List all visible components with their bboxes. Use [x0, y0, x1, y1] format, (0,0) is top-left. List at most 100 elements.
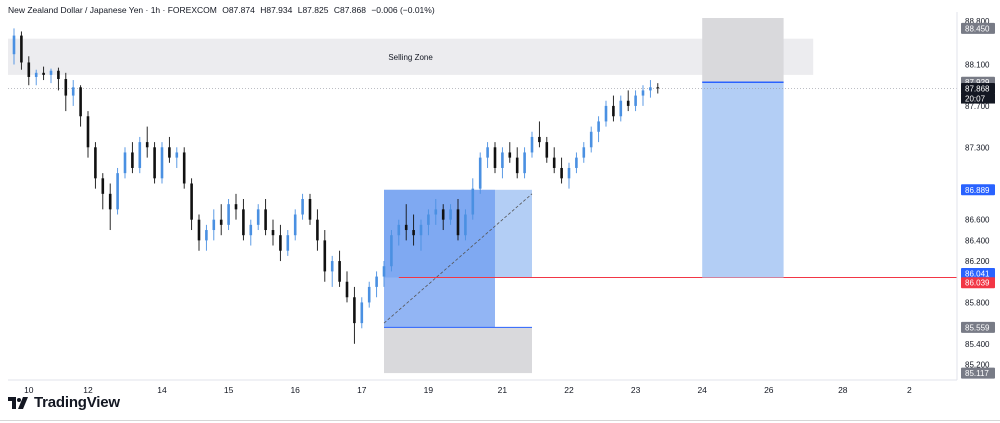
- candle-body[interactable]: [456, 209, 460, 236]
- selling-zone[interactable]: [8, 38, 814, 75]
- candle-body[interactable]: [478, 157, 482, 189]
- candle-body[interactable]: [353, 297, 356, 324]
- candle-body[interactable]: [205, 230, 208, 241]
- price-axis-label: 86.200: [965, 257, 990, 266]
- candle-body[interactable]: [641, 90, 645, 96]
- candle-body[interactable]: [382, 266, 386, 277]
- candle-body[interactable]: [27, 62, 31, 77]
- candle-body[interactable]: [501, 152, 504, 168]
- candle-body[interactable]: [404, 224, 408, 231]
- candle-body[interactable]: [412, 230, 415, 236]
- candle-body[interactable]: [419, 224, 423, 236]
- candle-body[interactable]: [597, 121, 600, 132]
- candle-body[interactable]: [145, 142, 149, 148]
- candle-body[interactable]: [360, 302, 364, 324]
- candle-body[interactable]: [249, 224, 253, 236]
- candle-body[interactable]: [464, 214, 467, 236]
- candle-body[interactable]: [552, 157, 556, 168]
- candle-body[interactable]: [20, 35, 23, 63]
- candle-body[interactable]: [256, 209, 260, 225]
- candle-body[interactable]: [523, 152, 526, 174]
- candle-body[interactable]: [449, 209, 452, 220]
- candle-body[interactable]: [168, 147, 171, 158]
- candle-body[interactable]: [612, 105, 615, 117]
- candle-body[interactable]: [71, 87, 75, 96]
- candle-body[interactable]: [160, 147, 164, 179]
- candle-body[interactable]: [212, 219, 216, 231]
- candle-body[interactable]: [138, 142, 142, 168]
- candle-body[interactable]: [626, 100, 630, 106]
- candle-body[interactable]: [530, 136, 534, 153]
- candle-body[interactable]: [12, 35, 16, 55]
- candle-body[interactable]: [649, 87, 652, 91]
- candle-body[interactable]: [471, 188, 475, 215]
- long-stop-zone[interactable]: [384, 327, 532, 374]
- candle-body[interactable]: [656, 87, 660, 89]
- candle-body[interactable]: [486, 147, 489, 158]
- candle-body[interactable]: [582, 147, 586, 158]
- candle-body[interactable]: [345, 281, 349, 298]
- candle-body[interactable]: [538, 136, 541, 143]
- candle-body[interactable]: [330, 261, 334, 272]
- candle-body[interactable]: [338, 261, 341, 282]
- short-stop-zone[interactable]: [702, 18, 784, 83]
- candle-body[interactable]: [182, 152, 186, 184]
- candle-body[interactable]: [589, 131, 593, 148]
- candle-body[interactable]: [286, 235, 290, 251]
- candle-body[interactable]: [34, 72, 38, 77]
- candle-body[interactable]: [86, 116, 90, 148]
- candle-body[interactable]: [634, 95, 637, 106]
- candle-body[interactable]: [116, 173, 119, 210]
- candle-body[interactable]: [434, 209, 438, 215]
- candle-body[interactable]: [619, 100, 623, 117]
- price-axis-label: 85.800: [965, 298, 990, 307]
- candle-body[interactable]: [227, 204, 230, 225]
- candle-body[interactable]: [264, 209, 267, 231]
- time-axis-label: 26: [764, 385, 774, 395]
- candle-body[interactable]: [101, 178, 105, 194]
- candle-body[interactable]: [57, 70, 60, 80]
- candle-body[interactable]: [367, 286, 371, 303]
- candle-body[interactable]: [390, 235, 393, 267]
- candle-body[interactable]: [271, 230, 275, 236]
- candle-body[interactable]: [375, 276, 378, 287]
- candle-body[interactable]: [316, 219, 319, 241]
- candle-body[interactable]: [493, 147, 497, 168]
- short-target-zone[interactable]: [702, 82, 784, 278]
- candle-body[interactable]: [567, 167, 571, 179]
- candle-body[interactable]: [94, 147, 97, 179]
- candle-body[interactable]: [560, 167, 563, 179]
- candle-body[interactable]: [604, 105, 608, 122]
- candle-body[interactable]: [575, 157, 578, 168]
- tradingview-logo[interactable]: TradingView: [8, 394, 120, 411]
- price-badge-88.450: [961, 22, 995, 34]
- candle-body[interactable]: [308, 199, 312, 220]
- price-axis-label: 86.600: [965, 216, 990, 225]
- candle-body[interactable]: [190, 183, 193, 220]
- candle-body[interactable]: [197, 219, 201, 241]
- candle-body[interactable]: [64, 79, 68, 96]
- candle-body[interactable]: [441, 209, 445, 220]
- ohlc-close: C87.868: [333, 5, 366, 15]
- candle-body[interactable]: [242, 209, 245, 236]
- candle-body[interactable]: [279, 235, 282, 251]
- candle-body[interactable]: [293, 214, 297, 236]
- candle-body[interactable]: [79, 87, 82, 117]
- candle-body[interactable]: [545, 142, 549, 158]
- candle-body[interactable]: [508, 152, 512, 158]
- candle-body[interactable]: [397, 224, 401, 236]
- candle-body[interactable]: [234, 204, 238, 210]
- candle-body[interactable]: [153, 147, 156, 179]
- candle-body[interactable]: [123, 152, 127, 174]
- candle-body[interactable]: [427, 214, 430, 225]
- candle-body[interactable]: [131, 152, 134, 168]
- candle-body[interactable]: [42, 72, 45, 75]
- candle-body[interactable]: [49, 70, 53, 75]
- candle-body[interactable]: [219, 219, 223, 225]
- candle-body[interactable]: [323, 240, 327, 272]
- candle-body[interactable]: [515, 157, 519, 174]
- candle-body[interactable]: [301, 199, 304, 215]
- candle-body[interactable]: [108, 193, 112, 210]
- candle-body[interactable]: [175, 152, 179, 158]
